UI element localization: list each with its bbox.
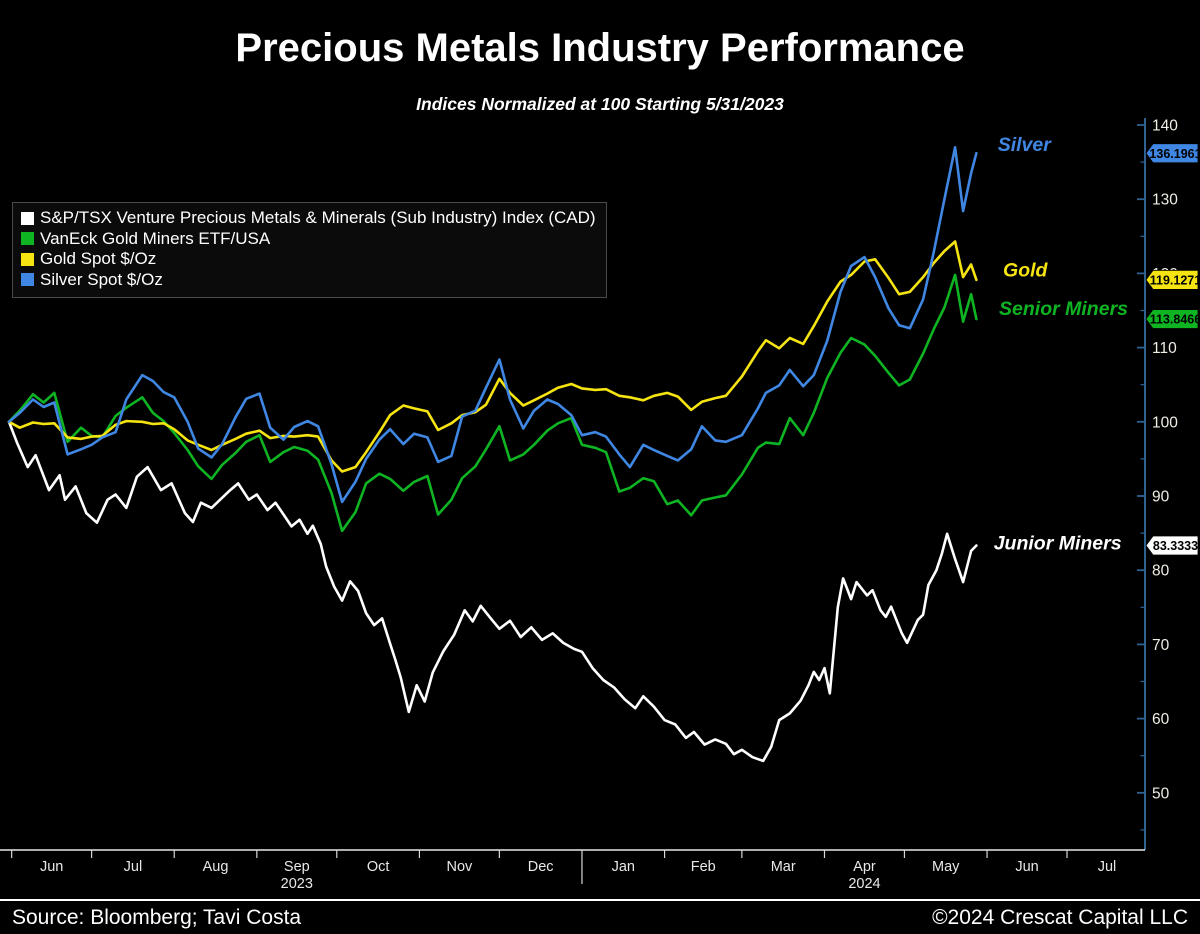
x-year-label: 2024 xyxy=(848,876,880,892)
senior-miners-swatch-icon xyxy=(21,232,34,246)
y-tick-label: 90 xyxy=(1152,489,1170,506)
value-tag-label-gold: 119.1271 xyxy=(1150,273,1200,287)
x-month-label: Jan xyxy=(612,859,635,875)
y-tick-label: 140 xyxy=(1152,118,1178,135)
legend-item-label: Gold Spot $/Oz xyxy=(40,249,157,269)
y-tick-label: 110 xyxy=(1152,340,1177,357)
x-month-label: Jul xyxy=(124,859,143,875)
copyright-credit: ©2024 Crescat Capital LLC xyxy=(932,905,1188,929)
x-year-label: 2023 xyxy=(281,876,313,892)
value-tag-label-senior: 113.8466 xyxy=(1150,313,1200,327)
series-line-silver xyxy=(7,146,978,504)
legend-item-label: S&P/TSX Venture Precious Metals & Minera… xyxy=(40,208,596,228)
source-credit: Source: Bloomberg; Tavi Costa xyxy=(12,905,302,929)
x-month-label: May xyxy=(932,859,960,875)
x-month-label: Aug xyxy=(203,859,229,875)
legend-box: S&P/TSX Venture Precious Metals & Minera… xyxy=(12,202,607,298)
value-tag-junior xyxy=(1145,535,1199,556)
y-tick-label: 70 xyxy=(1152,637,1170,654)
x-month-label: Nov xyxy=(446,859,473,875)
y-tick-label: 130 xyxy=(1152,192,1178,209)
series-label-gold: Gold xyxy=(1003,259,1048,281)
y-tick-label: 100 xyxy=(1152,414,1178,431)
y-tick-label: 50 xyxy=(1152,785,1170,802)
x-month-label: Jun xyxy=(1015,859,1038,875)
junior-miners-swatch-icon xyxy=(21,211,34,225)
value-tag-senior xyxy=(1145,309,1199,329)
series-line-gold xyxy=(7,240,978,473)
x-month-label: Sep xyxy=(284,859,310,875)
legend-item-gold: Gold Spot $/Oz xyxy=(21,249,596,270)
legend-item-label: Silver Spot $/Oz xyxy=(40,269,163,289)
legend-item-senior-miners: VanEck Gold Miners ETF/USA xyxy=(21,229,596,250)
y-tick-label: 60 xyxy=(1152,711,1170,728)
value-tag-gold xyxy=(1145,269,1199,290)
x-month-label: Feb xyxy=(691,859,716,875)
gold-swatch-icon xyxy=(21,252,34,266)
x-month-label: Jun xyxy=(40,859,63,875)
value-tag-silver xyxy=(1145,143,1199,164)
value-tag-label-junior: 83.3333 xyxy=(1153,539,1198,553)
y-tick-label: 80 xyxy=(1152,563,1170,580)
series-label-junior: Junior Miners xyxy=(994,532,1122,554)
chart-title: Precious Metals Industry Performance xyxy=(235,26,965,70)
chart-subtitle: Indices Normalized at 100 Starting 5/31/… xyxy=(416,94,784,114)
series-line-junior xyxy=(7,420,978,763)
x-month-label: Mar xyxy=(771,859,796,875)
x-month-label: Oct xyxy=(367,859,390,875)
x-month-label: Jul xyxy=(1098,859,1117,875)
value-tag-label-silver: 136.1961 xyxy=(1149,147,1200,161)
legend-item-label: VanEck Gold Miners ETF/USA xyxy=(40,228,271,248)
x-month-label: Dec xyxy=(528,859,554,875)
legend-item-junior-miners: S&P/TSX Venture Precious Metals & Minera… xyxy=(21,208,596,229)
silver-swatch-icon xyxy=(21,273,34,287)
series-line-senior xyxy=(7,273,978,533)
x-month-label: Apr xyxy=(853,859,876,875)
series-label-senior: Senior Miners xyxy=(999,298,1128,320)
footer-bar: Source: Bloomberg; Tavi Costa ©2024 Cres… xyxy=(0,899,1200,934)
series-label-silver: Silver xyxy=(998,134,1053,156)
legend-item-silver: Silver Spot $/Oz xyxy=(21,270,596,291)
